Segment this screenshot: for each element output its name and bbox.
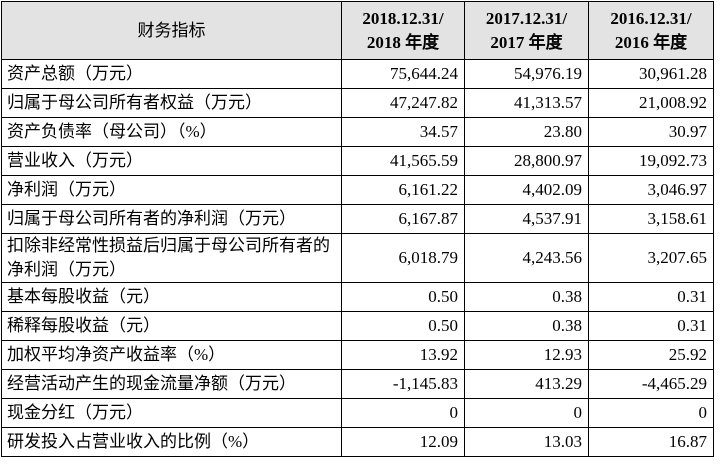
row-label: 归属于母公司所有者权益（万元） (1, 88, 342, 118)
row-label: 研发投入占营业收入的比例（%） (1, 427, 342, 457)
value-cell: 30.97 (588, 117, 714, 147)
value-cell: 0 (341, 398, 465, 428)
value-cell: 23.80 (464, 117, 589, 147)
header-cell: 2016.12.31/2016 年度 (588, 1, 714, 60)
row-label: 稀释每股收益（元） (1, 311, 342, 341)
header-line: 2018.12.31/ (362, 8, 444, 28)
value-cell: 54,976.19 (464, 59, 589, 89)
table-row: 加权平均净资产收益率（%） 13.92 12.93 25.92 (1, 340, 714, 370)
row-label: 营业收入（万元） (1, 146, 342, 176)
value-cell: 28,800.97 (464, 146, 589, 176)
value-cell: 19,092.73 (588, 146, 714, 176)
header-cell: 2017.12.31/2017 年度 (464, 1, 589, 60)
row-label: 净利润（万元） (1, 175, 342, 205)
header-line: 2016 年度 (614, 32, 688, 52)
header-cell: 2018.12.31/2018 年度 (341, 1, 465, 60)
table-row: 现金分红（万元） 0 0 0 (1, 398, 714, 428)
row-label: 归属于母公司所有者的净利润（万元） (1, 204, 342, 234)
value-cell: 34.57 (341, 117, 465, 147)
table-row: 基本每股收益（元） 0.50 0.38 0.31 (1, 282, 714, 312)
table-row: 经营活动产生的现金流量净额（万元） -1,145.83 413.29 -4,465.2… (1, 369, 714, 399)
row-label: 基本每股收益（元） (1, 282, 342, 312)
value-cell: 413.29 (464, 369, 589, 399)
table-row: 归属于母公司所有者的净利润（万元） 6,167.87 4,537.91 3,158.6… (1, 204, 714, 234)
value-cell: 30,961.28 (588, 59, 714, 89)
value-cell: 0.31 (588, 311, 714, 341)
row-label: 加权平均净资产收益率（%） (1, 340, 342, 370)
value-cell: -1,145.83 (341, 369, 465, 399)
header-line: 2016.12.31/ (610, 8, 692, 28)
header-line: 2017 年度 (490, 32, 563, 52)
value-cell: 41,565.59 (341, 146, 465, 176)
row-label: 资产负债率（母公司）（%） (1, 117, 342, 147)
table-row: 资产负债率（母公司）（%） 34.57 23.80 30.97 (1, 117, 714, 147)
value-cell: 0.31 (588, 282, 714, 312)
value-cell: 6,167.87 (341, 204, 465, 234)
header-line: 2018 年度 (366, 32, 440, 52)
value-cell: -4,465.29 (588, 369, 714, 399)
value-cell: 25.92 (588, 340, 714, 370)
value-cell: 0.50 (341, 282, 465, 312)
table-row: 营业收入（万元） 41,565.59 28,800.97 19,092.73 (1, 146, 714, 176)
value-cell: 6,018.79 (341, 233, 465, 283)
table-body: 资产总额（万元） 75,644.24 54,976.19 30,961.28 归属于母公… (1, 59, 714, 457)
table-row: 资产总额（万元） 75,644.24 54,976.19 30,961.28 (1, 59, 714, 89)
table-row: 归属于母公司所有者权益（万元） 47,247.82 41,313.57 21,008.… (1, 88, 714, 118)
value-cell: 75,644.24 (341, 59, 465, 89)
table-row: 研发投入占营业收入的比例（%） 12.09 13.03 16.87 (1, 427, 714, 457)
header-line: 2017.12.31/ (485, 8, 568, 28)
value-cell: 12.09 (341, 427, 465, 457)
table-header: 财务指标 2018.12.31/2018 年度 2017.12.31/2017 年度… (1, 1, 714, 60)
value-cell: 21,008.92 (588, 88, 714, 118)
row-label: 扣除非经常性损益后归属于母公司所有者的净利润（万元） (1, 233, 342, 283)
value-cell: 0 (464, 398, 589, 428)
value-cell: 0.50 (341, 311, 465, 341)
value-cell: 41,313.57 (464, 88, 589, 118)
table-row: 净利润（万元） 6,161.22 4,402.09 3,046.97 (1, 175, 714, 205)
value-cell: 13.03 (464, 427, 589, 457)
header-cell: 财务指标 (1, 1, 342, 60)
value-cell: 3,158.61 (588, 204, 714, 234)
value-cell: 0.38 (464, 311, 589, 341)
table-row: 扣除非经常性损益后归属于母公司所有者的净利润（万元） 6,018.79 4,243.… (1, 233, 714, 283)
value-cell: 0 (588, 398, 714, 428)
value-cell: 3,046.97 (588, 175, 714, 205)
row-label: 经营活动产生的现金流量净额（万元） (1, 369, 342, 399)
row-label: 资产总额（万元） (1, 59, 342, 89)
header-row: 财务指标 2018.12.31/2018 年度 2017.12.31/2017 年度… (1, 1, 714, 60)
value-cell: 47,247.82 (341, 88, 465, 118)
value-cell: 6,161.22 (341, 175, 465, 205)
table-row: 稀释每股收益（元） 0.50 0.38 0.31 (1, 311, 714, 341)
value-cell: 0.38 (464, 282, 589, 312)
value-cell: 3,207.65 (588, 233, 714, 283)
financial-table: 财务指标 2018.12.31/2018 年度 2017.12.31/2017 年度… (1, 1, 714, 457)
row-label: 现金分红（万元） (1, 398, 342, 428)
value-cell: 4,402.09 (464, 175, 589, 205)
value-cell: 16.87 (588, 427, 714, 457)
value-cell: 4,537.91 (464, 204, 589, 234)
value-cell: 4,243.56 (464, 233, 589, 283)
value-cell: 13.92 (341, 340, 465, 370)
value-cell: 12.93 (464, 340, 589, 370)
